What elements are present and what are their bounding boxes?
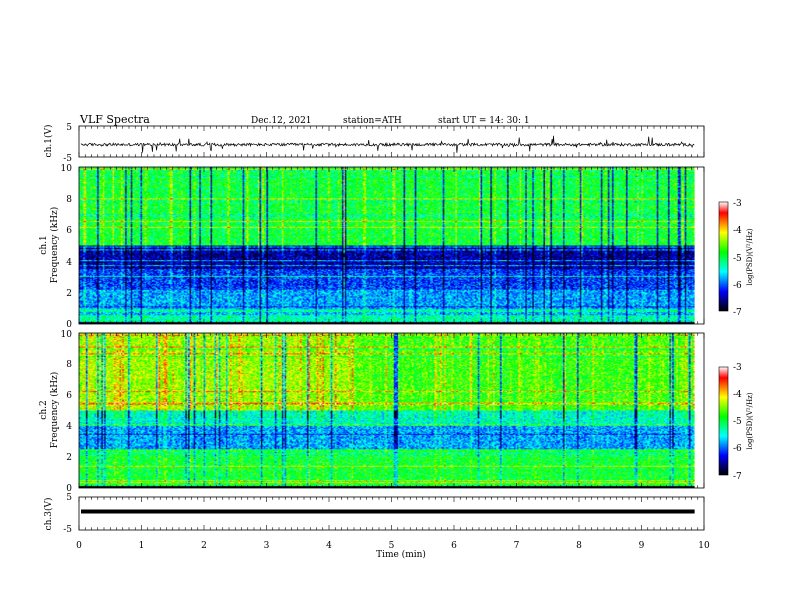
time-xtick-label: 3: [264, 541, 270, 551]
ch1-cbar-tick-m7: -7: [733, 308, 742, 318]
ch2-cbar-tick-m6: -6: [733, 444, 742, 454]
ch3-voltage-xticks: [78, 497, 705, 530]
time-xtick-label: 1: [139, 541, 145, 551]
ch1-spectrogram-panel: 0 2 4 6 8 10 ch.1 Frequency (kHz): [39, 164, 705, 330]
ch2-cbar-tick-m3: -3: [733, 363, 742, 373]
date-label: Dec.12, 2021: [251, 116, 312, 126]
ch2-colorbar: -3 -4 -5 -6 -7 log(PSD)(V²/Hz): [718, 363, 754, 482]
ch1-cbar-tick-m4: -4: [733, 226, 742, 236]
ch1-voltage-panel: 5 -5 ch.1(V): [43, 123, 705, 164]
ch2-spectrogram-ticks: [78, 333, 705, 488]
ch2-freq-tick-6: 6: [66, 391, 72, 401]
ch3-voltage-ylabel: ch.3(V): [43, 498, 54, 531]
ch2-freq-tick-10: 10: [61, 330, 73, 340]
time-axis-tick-labels: 0 1 2 3 4 5 6 7 8 9 10: [76, 541, 710, 551]
ch2-spectrogram-image: [79, 333, 695, 488]
ch1-freq-tick-8: 8: [66, 195, 72, 205]
ch2-freq-tick-4: 4: [66, 422, 72, 432]
time-xtick-label: 8: [576, 541, 582, 551]
time-xtick-label: 0: [76, 541, 82, 551]
ch1-voltage-ylabel: ch.1(V): [43, 125, 54, 158]
time-xtick-label: 9: [639, 541, 645, 551]
ch1-channel-label: ch.1: [39, 235, 49, 254]
time-axis-xlabel: Time (min): [376, 549, 426, 560]
ch3-ytick-top: 5: [66, 493, 72, 503]
ch1-voltage-xticks: [78, 126, 705, 157]
ch1-cbar-tick-m3: -3: [733, 199, 742, 209]
ch1-freq-tick-4: 4: [66, 258, 72, 268]
ch3-voltage-panel: 5 -5 ch.3(V) 0 1 2 3 4 5 6 7 8 9 10 Time (min): [43, 493, 710, 560]
ch2-colorbar-label: log(PSD)(V²/Hz): [746, 392, 754, 449]
ch1-freq-tick-10: 10: [61, 164, 73, 174]
time-xtick-label: 2: [201, 541, 207, 551]
ch1-cbar-tick-m5: -5: [733, 254, 742, 264]
ch1-freq-tick-6: 6: [66, 226, 72, 236]
ch3-voltage-trace: [81, 509, 695, 514]
ch1-voltage-trace: [80, 135, 695, 153]
ch1-ytick-top: 5: [66, 123, 72, 133]
ch1-colorbar-scale: [718, 201, 729, 312]
time-xtick-label: 4: [326, 541, 332, 551]
ch2-frequency-ylabel: Frequency (kHz): [49, 372, 60, 449]
ch2-cbar-tick-m4: -4: [733, 390, 742, 400]
ch1-cbar-tick-m6: -6: [733, 281, 742, 291]
ch2-cbar-tick-m5: -5: [733, 417, 742, 427]
start-time-label: start UT = 14: 30: 1: [438, 116, 530, 126]
ch2-freq-tick-0: 0: [66, 484, 72, 494]
ch2-freq-tick-2: 2: [66, 453, 72, 463]
ch2-spectrogram-panel: 0 2 4 6 8 10 ch.2 Frequency (kHz): [39, 330, 705, 494]
ch3-ytick-bottom: -5: [63, 525, 72, 535]
time-xtick-label: 6: [451, 541, 457, 551]
station-label: station=ATH: [343, 116, 402, 126]
ch1-freq-tick-0: 0: [66, 320, 72, 330]
ch1-freq-tick-2: 2: [66, 289, 72, 299]
time-xtick-label: 10: [698, 541, 710, 551]
ch1-ytick-bottom: -5: [63, 154, 72, 164]
time-xtick-label: 7: [514, 541, 520, 551]
time-xtick-label: 5: [389, 541, 395, 551]
ch2-channel-label: ch.2: [39, 400, 49, 419]
ch1-colorbar: -3 -4 -5 -6 -7 log(PSD)(V²/Hz): [718, 199, 754, 318]
ch1-spectrogram-ticks: [78, 167, 705, 324]
ch1-colorbar-label: log(PSD)(V²/Hz): [746, 228, 754, 285]
ch1-spectrogram-image: [79, 167, 695, 324]
ch2-cbar-tick-m7: -7: [733, 472, 742, 482]
ch1-frequency-ylabel: Frequency (kHz): [49, 207, 60, 284]
figure-title: VLF Spectra: [79, 113, 150, 126]
ch2-colorbar-scale: [718, 366, 729, 476]
ch2-freq-tick-8: 8: [66, 360, 72, 370]
